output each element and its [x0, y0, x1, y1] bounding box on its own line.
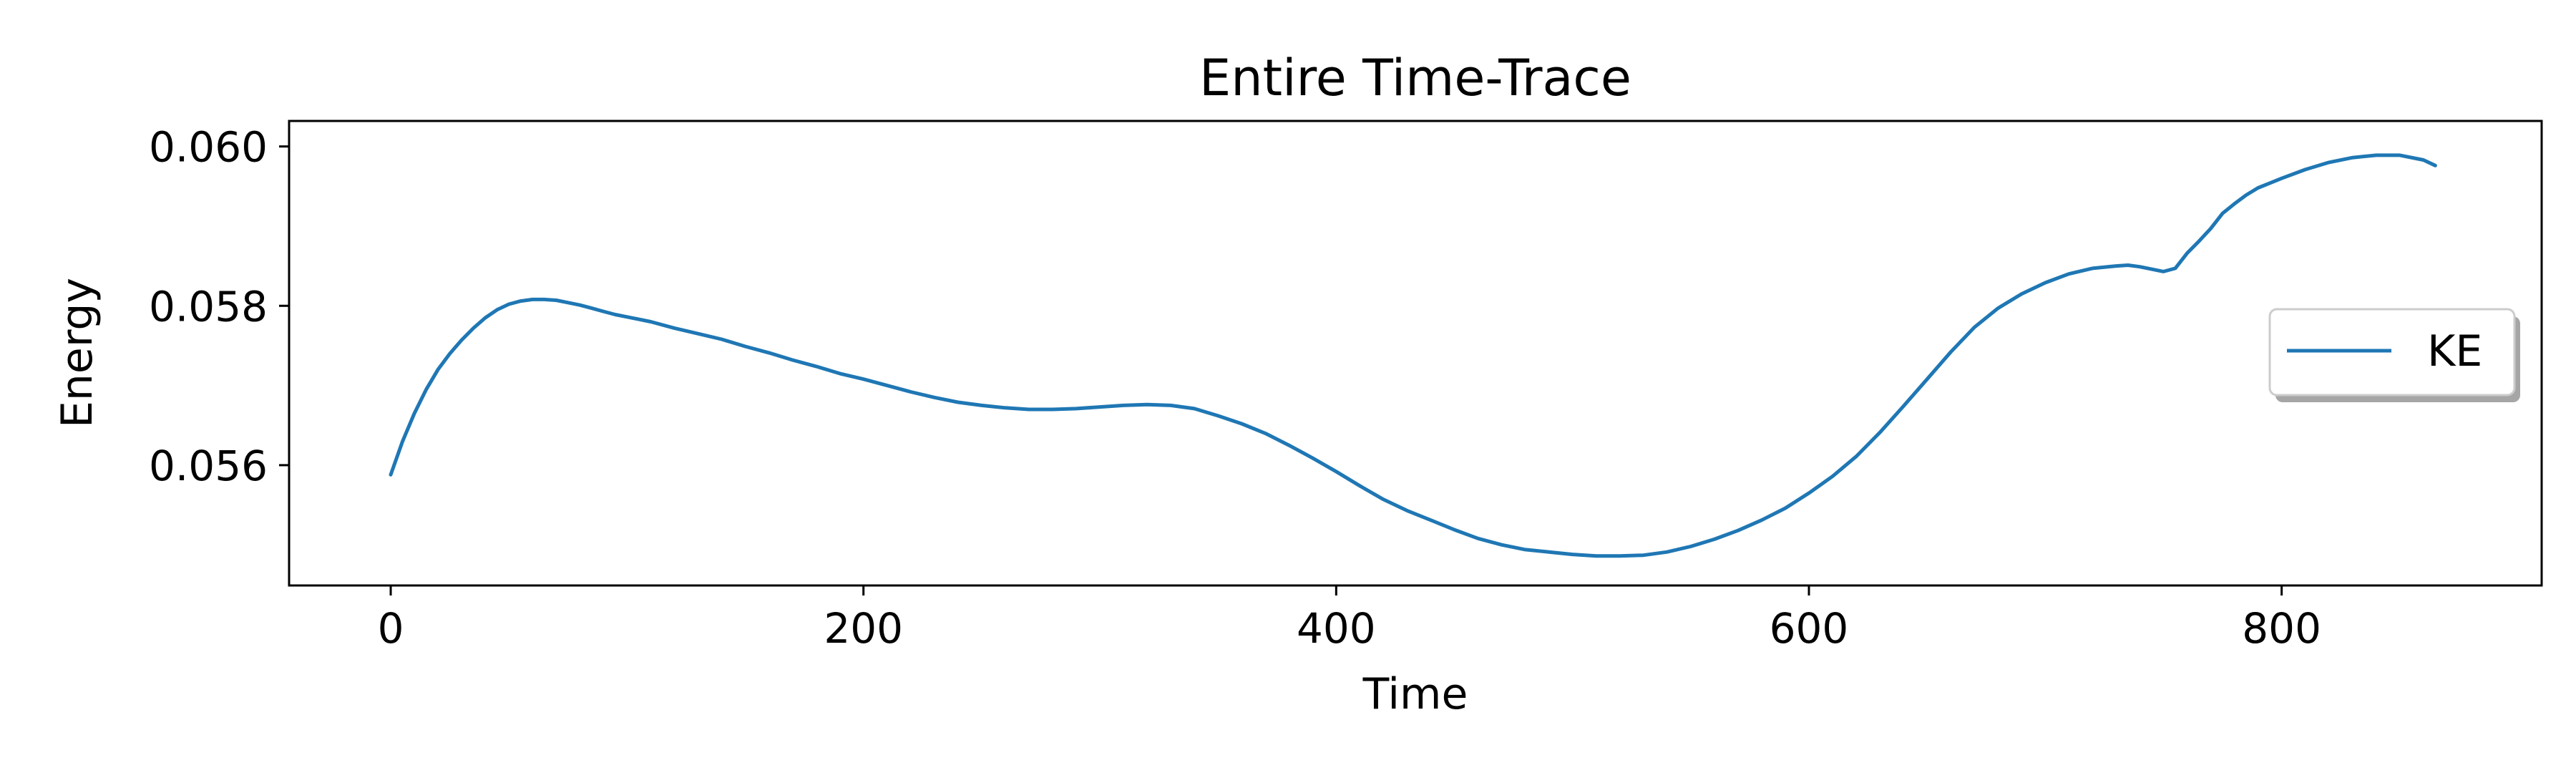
x-axis-label: Time — [1362, 669, 1468, 719]
plot-area-frame — [288, 120, 2543, 587]
legend-label-KE: KE — [2427, 326, 2482, 376]
series-line-KE — [389, 153, 2437, 558]
x-tick-label: 0 — [378, 604, 404, 653]
chart-title: Entire Time-Trace — [1199, 49, 1631, 107]
series-layer — [389, 153, 2437, 558]
x-axis-ticks: 0 200 400 600 800 — [378, 585, 2321, 653]
x-tick-label: 600 — [1770, 604, 1849, 653]
x-tick-label: 400 — [1297, 604, 1376, 653]
y-tick-label: 0.058 — [149, 282, 268, 331]
y-tick-label: 0.056 — [149, 442, 268, 490]
x-tick-label: 800 — [2242, 604, 2321, 653]
y-tick-label: 0.060 — [149, 123, 268, 172]
y-axis-ticks: 0.056 0.058 0.060 — [149, 123, 289, 490]
legend[interactable]: KE — [2268, 308, 2520, 402]
x-tick-label: 200 — [824, 604, 903, 653]
y-axis-label: Energy — [52, 278, 102, 428]
legend-box — [2268, 308, 2516, 397]
